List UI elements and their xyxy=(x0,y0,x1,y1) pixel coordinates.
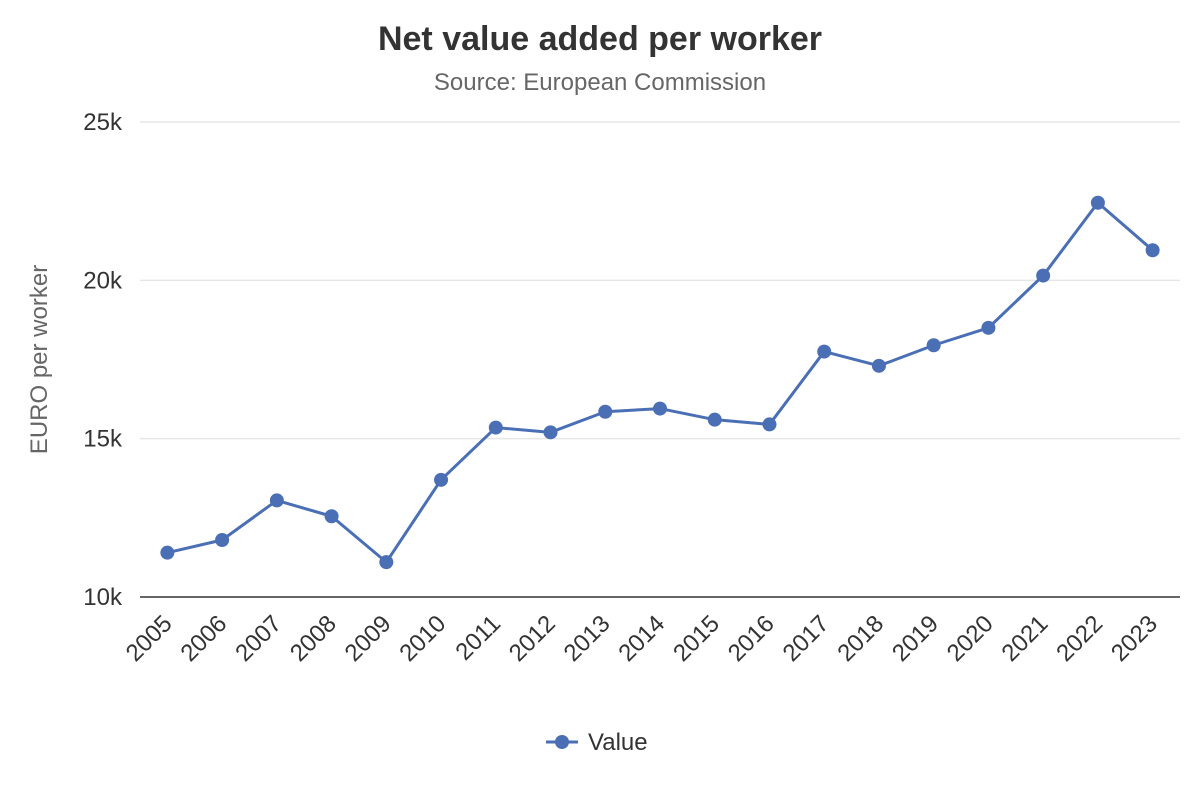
x-tick-label: 2013 xyxy=(559,610,616,667)
x-tick-label: 2005 xyxy=(121,610,178,667)
y-tick-label: 20k xyxy=(83,267,123,294)
x-tick-label: 2015 xyxy=(668,610,725,667)
data-point[interactable] xyxy=(1090,195,1105,210)
x-tick-label: 2021 xyxy=(997,610,1054,667)
data-point[interactable] xyxy=(981,320,996,335)
y-tick-label: 25k xyxy=(83,109,123,136)
data-point[interactable] xyxy=(543,425,558,440)
data-point[interactable] xyxy=(653,401,667,416)
chart-title: Net value added per worker xyxy=(378,20,822,58)
x-tick-label: 2018 xyxy=(832,610,889,667)
data-point[interactable] xyxy=(707,412,722,427)
series-value xyxy=(160,195,1160,570)
series-line xyxy=(167,201,1154,564)
data-point[interactable] xyxy=(324,509,339,524)
x-tick-label: 2022 xyxy=(1051,610,1108,667)
y-tick-label: 10k xyxy=(83,584,123,611)
y-axis-title: EURO per worker xyxy=(26,265,53,454)
legend[interactable]: Value xyxy=(546,729,648,756)
x-tick-label: 2016 xyxy=(723,610,780,667)
x-tick-label: 2017 xyxy=(778,610,835,667)
x-tick-label: 2014 xyxy=(613,610,670,667)
data-point[interactable] xyxy=(762,417,777,432)
data-point[interactable] xyxy=(598,404,613,419)
data-point[interactable] xyxy=(871,358,886,373)
y-tick-label: 15k xyxy=(83,426,123,453)
chart-subtitle: Source: European Commission xyxy=(434,69,766,96)
data-point[interactable] xyxy=(488,420,503,435)
legend-dot-marker xyxy=(555,735,569,749)
x-tick-label: 2023 xyxy=(1106,610,1163,667)
x-tick-label: 2020 xyxy=(942,610,999,667)
x-tick-label: 2007 xyxy=(230,610,287,667)
x-tick-label: 2009 xyxy=(340,610,397,667)
data-point[interactable] xyxy=(379,555,394,570)
legend-label-value: Value xyxy=(588,729,648,756)
data-point[interactable] xyxy=(1036,268,1051,283)
data-point[interactable] xyxy=(817,344,832,359)
x-tick-label: 2006 xyxy=(176,610,233,667)
data-point[interactable] xyxy=(434,472,449,487)
data-point[interactable] xyxy=(269,493,284,508)
y-axis-ticks: 10k 15k 20k 25k xyxy=(83,109,123,611)
data-point[interactable] xyxy=(1145,243,1160,258)
x-tick-label: 2019 xyxy=(887,610,944,667)
x-tick-label: 2011 xyxy=(450,610,506,666)
data-point[interactable] xyxy=(215,533,230,547)
x-tick-label: 2008 xyxy=(285,610,342,667)
gridlines xyxy=(140,121,1180,598)
data-point[interactable] xyxy=(160,545,175,560)
data-point[interactable] xyxy=(926,338,941,353)
x-tick-label: 2010 xyxy=(394,610,451,667)
x-tick-label: 2012 xyxy=(504,610,561,667)
